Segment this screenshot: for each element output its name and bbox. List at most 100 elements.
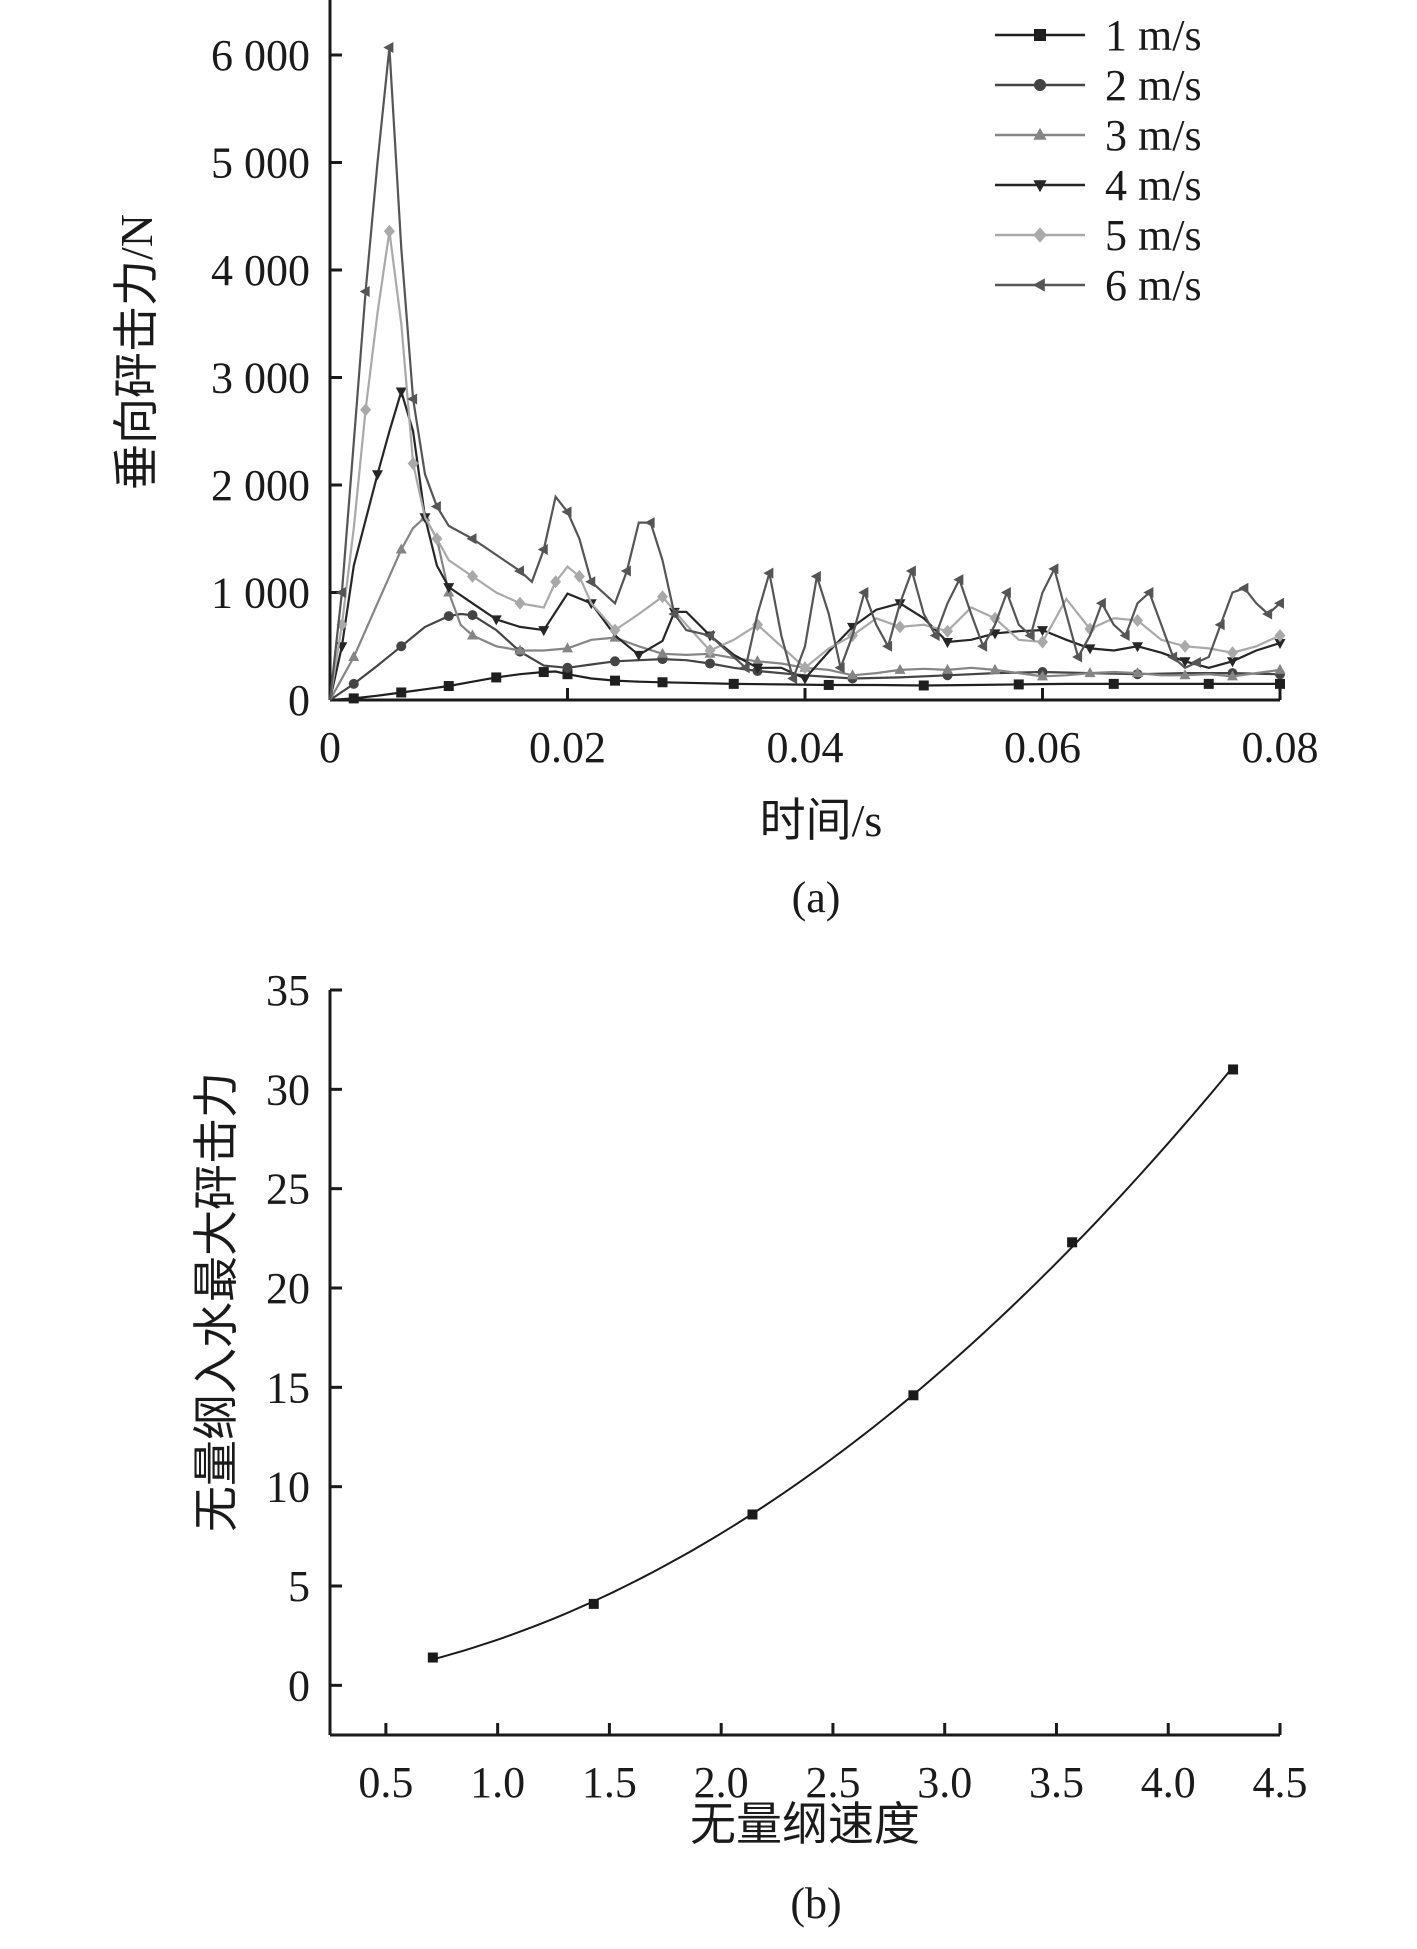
data-point (644, 517, 655, 529)
data-point (1179, 669, 1191, 680)
data-point (1214, 619, 1225, 631)
data-point (514, 596, 526, 610)
data-point (359, 286, 370, 297)
data-point (894, 620, 906, 634)
data-point (929, 630, 940, 641)
y-axis-title-a: 垂向砰击力/N (111, 214, 162, 490)
data-point (942, 637, 953, 648)
data-point (490, 615, 502, 626)
data-point (573, 569, 585, 583)
chart-panel-b: 0.5 1.0 1.5 2.0 2.5 3.0 3.5 4.0 4.5 0 5 10 15 20 25 30… (191, 966, 1308, 1928)
y-tick-label-b: 20 (266, 1264, 310, 1313)
data-point (1238, 582, 1249, 594)
y-ticks-a: 0 1 000 2 000 3 000 4 000 5 000 6 000 (211, 31, 342, 725)
data-point (633, 650, 645, 661)
data-point (407, 457, 419, 470)
data-point (1037, 635, 1048, 649)
data-point (427, 1652, 438, 1663)
series-4 (328, 387, 1286, 701)
data-point (1048, 563, 1059, 575)
data-point (1262, 608, 1273, 620)
panel-label-b: (b) (790, 1879, 841, 1928)
data-points-b (427, 1064, 1239, 1663)
data-point (431, 532, 443, 546)
axes-b (328, 990, 1280, 1737)
x-ticks-a: 0 0.02 0.04 0.06 0.08 (319, 688, 1319, 772)
data-point (1037, 626, 1048, 637)
data-point (562, 642, 573, 653)
data-point (1108, 678, 1119, 689)
x-tick-label-a: 0.06 (1004, 723, 1081, 772)
data-point (1227, 670, 1238, 681)
x-tick-label-b: 4.5 (1253, 1758, 1308, 1807)
data-point (610, 656, 620, 667)
x-tick-label-a: 0.02 (529, 723, 606, 772)
legend-label: 5 m/s (1105, 211, 1202, 260)
data-point (905, 565, 916, 577)
legend-marker (1033, 180, 1047, 193)
legend-marker (1033, 127, 1047, 140)
chart-panel-a: 0 0.02 0.04 0.06 0.08 0 1 000 2 000 3 000 4 000 5… (111, 0, 1319, 922)
data-point (610, 675, 620, 686)
data-point (1132, 642, 1143, 653)
data-point (1179, 657, 1191, 668)
panel-label-a: (a) (792, 873, 841, 922)
legend-item: 4 m/s (995, 161, 1202, 210)
data-point (1132, 667, 1143, 678)
data-point (799, 674, 811, 685)
data-point (620, 565, 631, 577)
data-point (942, 663, 953, 674)
data-point (1024, 630, 1035, 641)
data-point (430, 501, 441, 512)
fit-curve-line (432, 1066, 1234, 1661)
data-point (989, 663, 1001, 674)
data-point (918, 680, 929, 691)
x-tick-label-b: 1.5 (582, 1758, 637, 1807)
data-point (1143, 587, 1154, 598)
data-point (1274, 639, 1286, 650)
data-point (372, 470, 383, 481)
legend-label: 3 m/s (1105, 111, 1202, 160)
data-point (739, 662, 750, 674)
x-tick-label-b: 2.5 (805, 1758, 860, 1807)
x-axis-title-a: 时间/s (760, 795, 883, 846)
x-axis-title-b: 无量纲速度 (690, 1799, 920, 1850)
data-point (810, 570, 821, 582)
y-tick-label-b: 35 (266, 966, 310, 1015)
x-tick-label-b: 1.0 (470, 1758, 525, 1807)
y-tick-label-a: 3 000 (211, 354, 310, 403)
data-point (1132, 613, 1143, 627)
y-tick-label-b: 30 (266, 1065, 310, 1114)
x-tick-label-b: 3.5 (1029, 1758, 1084, 1807)
data-point (348, 693, 359, 704)
legend-item: 6 m/s (995, 261, 1202, 310)
y-tick-label-a: 4 000 (211, 246, 310, 295)
data-point (1274, 663, 1286, 674)
data-point (668, 608, 679, 620)
data-point (348, 678, 359, 689)
data-point (585, 576, 596, 588)
x-tick-label-b: 0.5 (358, 1758, 413, 1807)
y-axis-title-b: 无量纲入水最大砰击力 (191, 1072, 242, 1532)
data-point (823, 679, 834, 690)
data-point (799, 661, 811, 675)
data-point (443, 611, 454, 622)
data-point (467, 610, 478, 621)
data-point (396, 687, 407, 698)
data-point (396, 641, 407, 652)
data-point (847, 669, 858, 680)
data-point (561, 506, 572, 518)
y-tick-label-a: 1 000 (211, 569, 310, 618)
data-point (1190, 656, 1201, 668)
legend-marker (1032, 278, 1045, 292)
legend-label: 4 m/s (1105, 161, 1202, 210)
data-point (537, 544, 548, 555)
legend-label: 1 m/s (1105, 11, 1202, 60)
data-point (657, 677, 668, 688)
data-point (395, 543, 407, 554)
x-tick-label-a: 0 (319, 723, 341, 772)
data-point (588, 1598, 599, 1609)
x-tick-label-a: 0.08 (1242, 723, 1319, 772)
y-tick-label-a: 2 000 (211, 461, 310, 510)
data-point (1037, 670, 1048, 681)
